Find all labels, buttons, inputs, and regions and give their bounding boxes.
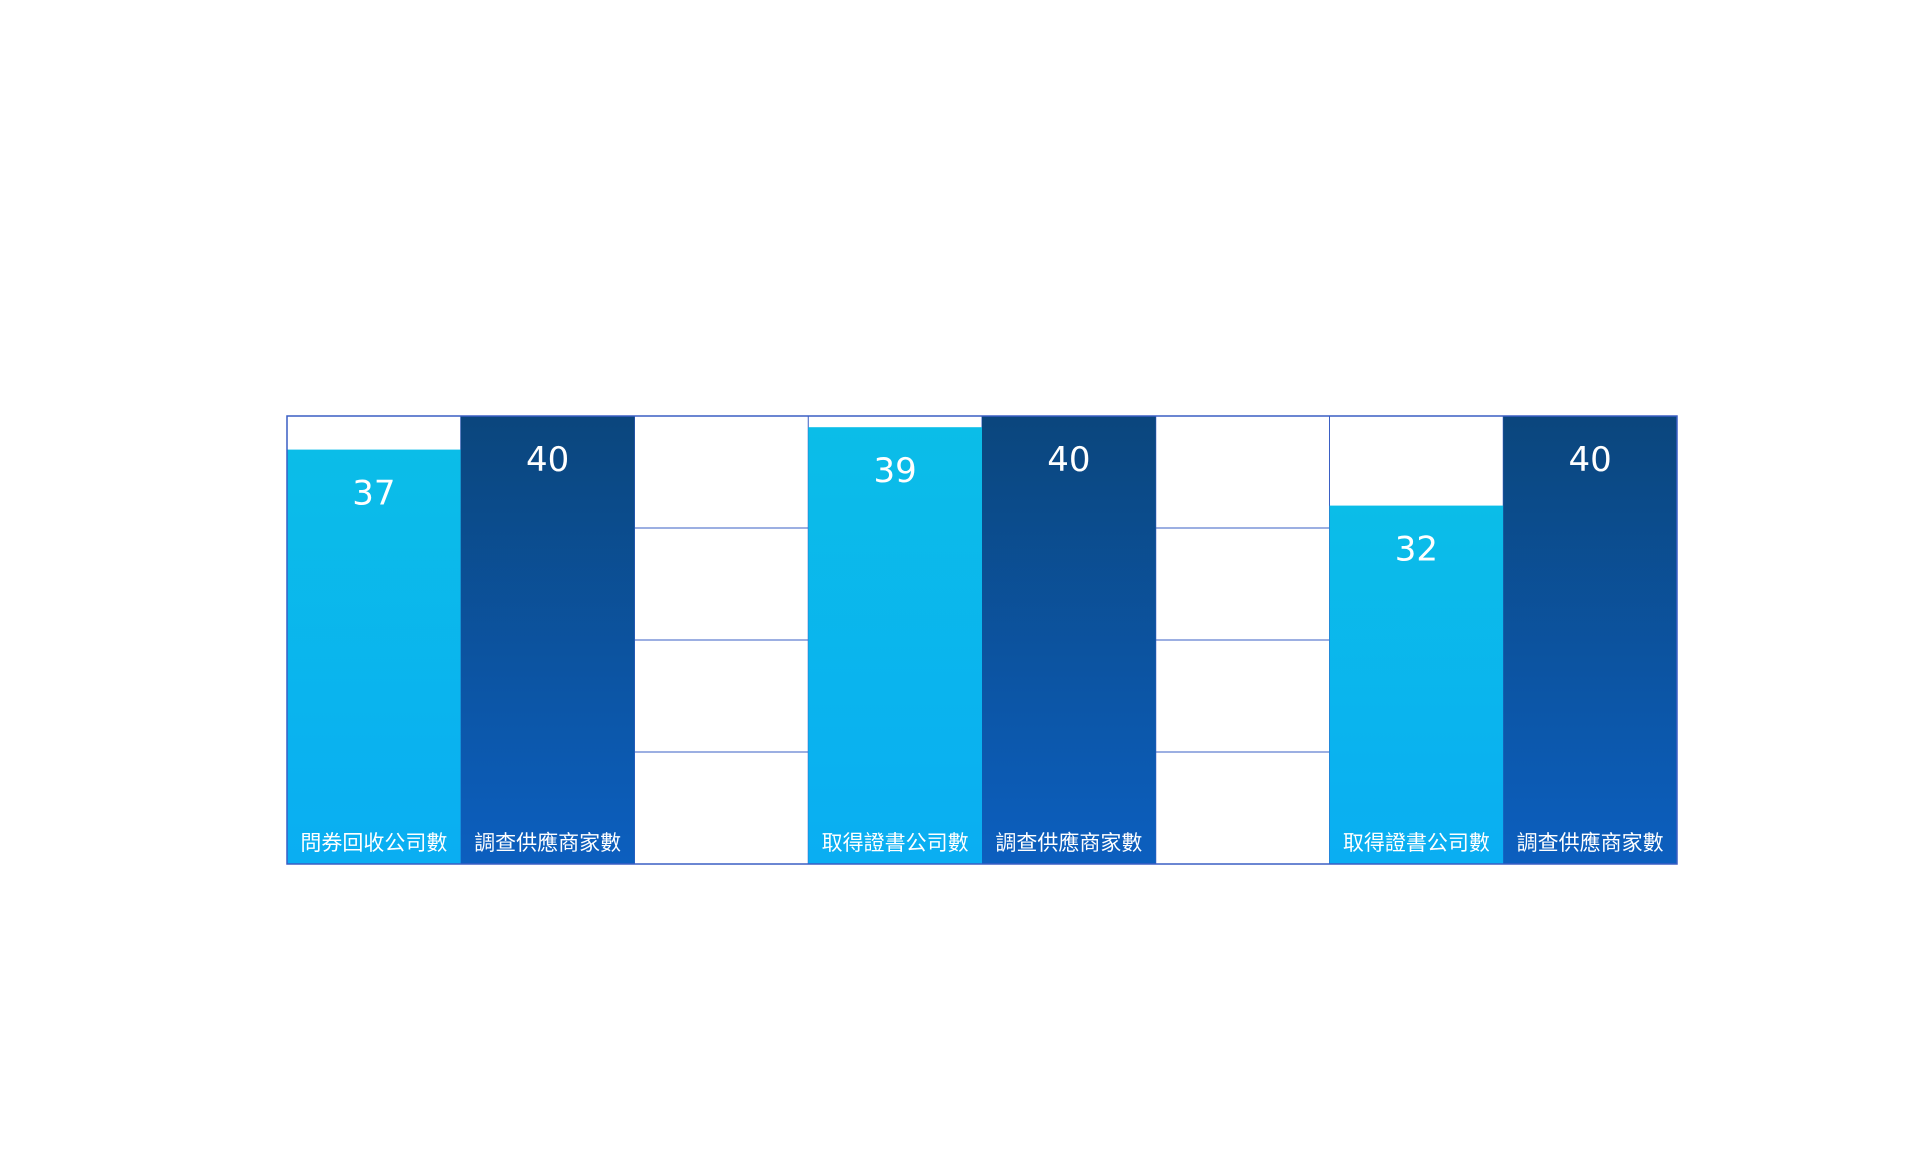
category-label-7: 取得證書公司數 (1343, 831, 1490, 855)
plot-frame (286, 415, 1678, 865)
value-label-8: 40 (1568, 440, 1611, 480)
value-label-1: 37 (352, 474, 395, 514)
category-label-5: 調查供應商家數 (995, 831, 1142, 855)
category-label-2: 調查供應商家數 (474, 831, 621, 855)
category-label-4: 取得證書公司數 (822, 831, 969, 855)
bar-4 (808, 427, 982, 864)
bars (287, 416, 1677, 864)
bar-7 (1329, 505, 1504, 864)
value-label-5: 40 (1047, 440, 1090, 480)
bar-8 (1503, 416, 1677, 864)
value-label-7: 32 (1395, 530, 1438, 570)
labels: 37 問券回收公司數 40 調查供應商家數 39 取得證書公司數 40 調查供應商家數 32 取得… (300, 440, 1663, 855)
bar-5 (982, 416, 1156, 864)
value-label-2: 40 (526, 440, 569, 480)
category-label-1: 問券回收公司數 (300, 831, 447, 855)
bar-1 (287, 449, 461, 864)
category-label-8: 調查供應商家數 (1517, 831, 1664, 855)
bar-2 (460, 416, 635, 864)
value-label-4: 39 (873, 451, 916, 491)
